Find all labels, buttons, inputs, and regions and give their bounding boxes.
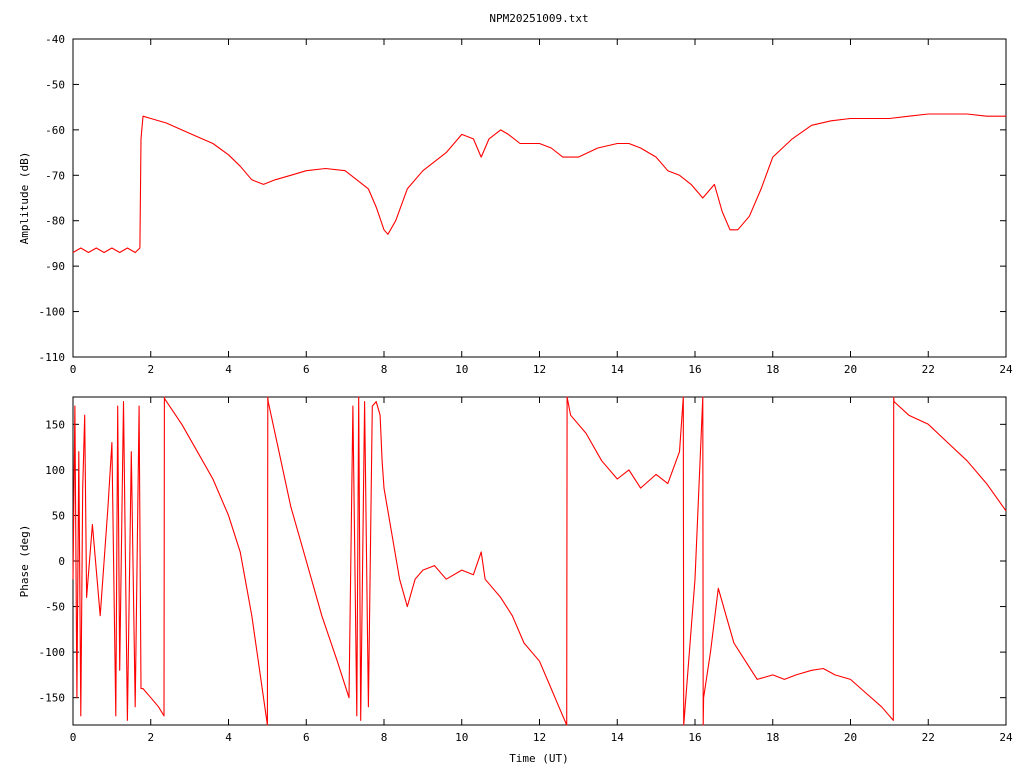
time-x-axis-label: Time (UT) xyxy=(509,752,569,765)
phase-x-tick-label: 14 xyxy=(611,731,625,744)
amplitude-y-tick-label: -60 xyxy=(45,124,65,137)
amplitude-x-tick-label: 24 xyxy=(999,363,1013,376)
phase-x-tick-label: 6 xyxy=(303,731,310,744)
phase-x-tick-label: 10 xyxy=(455,731,468,744)
amplitude-y-tick-label: -100 xyxy=(39,306,66,319)
amplitude-x-tick-label: 6 xyxy=(303,363,310,376)
phase-x-tick-label: 4 xyxy=(225,731,232,744)
amplitude-x-tick-label: 4 xyxy=(225,363,232,376)
phase-y-tick-label: 50 xyxy=(52,509,65,522)
amplitude-y-tick-label: -70 xyxy=(45,169,65,182)
phase-y-tick-label: 150 xyxy=(45,418,65,431)
chart-title: NPM20251009.txt xyxy=(489,12,588,25)
amplitude-axis-ticks: 0 2 4 6 8 10 12 14 16 18 20 22 24-40-50-60-70-80-90-… xyxy=(39,33,1013,376)
phase-x-tick-label: 20 xyxy=(844,731,857,744)
amplitude-y-tick-label: -80 xyxy=(45,215,65,228)
amplitude-x-tick-label: 10 xyxy=(455,363,468,376)
amplitude-x-tick-label: 0 xyxy=(70,363,77,376)
phase-y-axis-label: Phase (deg) xyxy=(18,525,31,598)
phase-x-tick-label: 22 xyxy=(922,731,935,744)
amplitude-x-tick-label: 14 xyxy=(611,363,625,376)
amplitude-panel: 0 2 4 6 8 10 12 14 16 18 20 22 24-40-50-60-70-80-90-… xyxy=(18,33,1013,376)
amplitude-plot-frame xyxy=(72,38,1007,358)
amplitude-x-tick-label: 12 xyxy=(533,363,546,376)
amplitude-y-axis-label: Amplitude (dB) xyxy=(18,152,31,245)
phase-x-tick-label: 2 xyxy=(147,731,154,744)
amplitude-x-tick-label: 2 xyxy=(147,363,154,376)
amplitude-y-tick-label: -40 xyxy=(45,33,65,46)
phase-x-tick-label: 16 xyxy=(688,731,701,744)
phase-x-tick-label: 12 xyxy=(533,731,546,744)
phase-y-tick-label: -50 xyxy=(45,601,65,614)
amplitude-series-line xyxy=(72,113,1006,254)
phase-x-tick-label: 24 xyxy=(999,731,1013,744)
phase-y-tick-label: 100 xyxy=(45,464,65,477)
amplitude-x-tick-label: 20 xyxy=(844,363,857,376)
phase-y-tick-label: -100 xyxy=(39,646,66,659)
amplitude-x-tick-label: 16 xyxy=(688,363,701,376)
phase-series-line xyxy=(72,396,1007,726)
amplitude-x-tick-label: 8 xyxy=(381,363,388,376)
phase-x-tick-label: 18 xyxy=(766,731,779,744)
phase-axis-ticks: 0 2 4 6 8 10 12 14 16 18 20 22 24150100500-50-100-15… xyxy=(39,397,1013,744)
phase-panel: 0 2 4 6 8 10 12 14 16 18 20 22 24150100500-50-100-15… xyxy=(18,396,1013,765)
phase-y-tick-label: 0 xyxy=(58,555,65,568)
amplitude-x-tick-label: 22 xyxy=(922,363,935,376)
phase-x-tick-label: 8 xyxy=(381,731,388,744)
amplitude-x-tick-label: 18 xyxy=(766,363,779,376)
phase-x-tick-label: 0 xyxy=(70,731,77,744)
phase-plot-frame xyxy=(72,396,1007,726)
phase-y-tick-label: -150 xyxy=(39,692,66,705)
amplitude-y-tick-label: -110 xyxy=(39,351,66,364)
amplitude-y-tick-label: -90 xyxy=(45,260,65,273)
amplitude-y-tick-label: -50 xyxy=(45,78,65,91)
